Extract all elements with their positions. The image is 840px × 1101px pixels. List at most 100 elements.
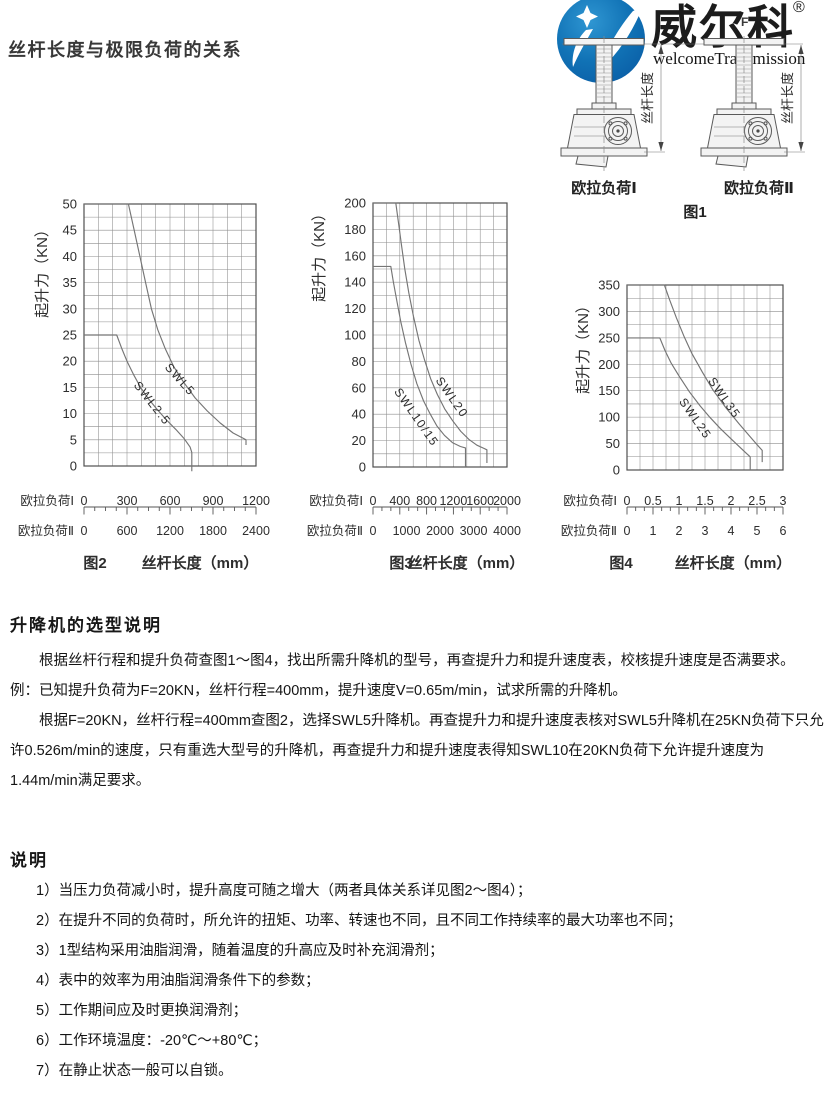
svg-text:丝杆长度（mm）: 丝杆长度（mm）: [142, 554, 259, 572]
svg-text:100: 100: [344, 328, 366, 343]
selection-paragraph-2: 例：已知提升负荷为F=20KN，丝杆行程=400mm，提升速度V=0.65m/m…: [10, 683, 627, 699]
screw-length-dim-label: 丝杆长度: [780, 72, 795, 124]
svg-text:0: 0: [81, 524, 88, 538]
svg-text:250: 250: [598, 330, 620, 345]
svg-text:1200: 1200: [242, 494, 270, 508]
note-item-1: 1）当压力负荷减小时，提升高度可随之增大（两者具体关系详见图2～图4）；: [36, 883, 532, 899]
svg-text:2.5: 2.5: [748, 494, 765, 508]
figures-layer: 丝杆长度 丝杆长度05101520253035404550起升力（KN）SWL5S…: [18, 36, 805, 573]
svg-text:60: 60: [352, 380, 366, 395]
svg-text:150: 150: [598, 383, 620, 398]
svg-text:丝杆长度（mm）: 丝杆长度（mm）: [675, 554, 792, 572]
svg-text:3000: 3000: [460, 524, 488, 538]
svg-text:2400: 2400: [242, 524, 270, 538]
euler-load-2-label: 欧拉负荷Ⅱ: [724, 180, 794, 197]
svg-text:900: 900: [203, 494, 224, 508]
svg-text:5: 5: [754, 524, 761, 538]
svg-text:0: 0: [359, 460, 366, 475]
svg-text:50: 50: [606, 436, 620, 451]
note-item-2: 2）在提升不同的负荷时，所允许的扭矩、功率、转速也不同，且不同工作持续率的最大功…: [36, 913, 683, 929]
svg-text:200: 200: [344, 196, 366, 211]
svg-text:欧拉负荷Ⅰ: 欧拉负荷Ⅰ: [563, 493, 617, 508]
svg-text:0: 0: [370, 524, 377, 538]
svg-text:2: 2: [676, 524, 683, 538]
svg-text:15: 15: [63, 380, 77, 395]
svg-text:20: 20: [352, 433, 366, 448]
svg-text:600: 600: [117, 524, 138, 538]
svg-text:25: 25: [63, 328, 77, 343]
chart-fig3: 0 20 40 60 80 100 120 140 160 180 200 起升力（KN） SWL20S…: [307, 196, 525, 573]
svg-text:SWL10/15: SWL10/15: [391, 385, 441, 449]
svg-text:35: 35: [63, 275, 77, 290]
svg-text:45: 45: [63, 223, 77, 238]
svg-text:欧拉负荷Ⅰ: 欧拉负荷Ⅰ: [309, 493, 363, 508]
figure1-caption: 图1: [683, 204, 707, 221]
svg-text:2000: 2000: [493, 494, 521, 508]
svg-text:SWL35: SWL35: [705, 375, 743, 421]
brand-logo-icon: [557, 0, 645, 83]
svg-text:0: 0: [70, 459, 77, 474]
brand-small-f: F: [741, 15, 749, 29]
svg-text:20: 20: [63, 354, 77, 369]
svg-text:3: 3: [780, 494, 787, 508]
svg-text:160: 160: [344, 248, 366, 263]
svg-text:图2: 图2: [83, 555, 106, 572]
svg-text:0: 0: [81, 494, 88, 508]
svg-text:起升力（KN）: 起升力（KN）: [311, 206, 328, 302]
svg-text:SWL2.5: SWL2.5: [131, 379, 174, 428]
svg-text:140: 140: [344, 275, 366, 290]
svg-text:40: 40: [352, 407, 366, 422]
svg-text:1.5: 1.5: [696, 494, 713, 508]
svg-text:0: 0: [624, 494, 631, 508]
svg-text:1600: 1600: [466, 494, 494, 508]
svg-text:80: 80: [352, 354, 366, 369]
svg-text:4: 4: [728, 524, 735, 538]
svg-text:400: 400: [389, 494, 410, 508]
svg-text:1200: 1200: [439, 494, 467, 508]
svg-text:10: 10: [63, 406, 77, 421]
svg-text:丝杆长度（mm）: 丝杆长度（mm）: [408, 554, 525, 572]
svg-text:图3: 图3: [389, 555, 412, 572]
svg-text:300: 300: [598, 304, 620, 319]
notes-heading: 说明: [10, 851, 48, 870]
svg-text:180: 180: [344, 222, 366, 237]
svg-text:4000: 4000: [493, 524, 521, 538]
note-item-3: 3）1型结构采用油脂润滑，随着温度的升高应及时补充润滑剂；: [36, 943, 444, 959]
registered-trademark-icon: ®: [793, 0, 805, 16]
svg-text:欧拉负荷Ⅱ: 欧拉负荷Ⅱ: [307, 523, 363, 538]
svg-text:300: 300: [117, 494, 138, 508]
note-item-5: 5）工作期间应及时更换润滑剂；: [36, 1003, 248, 1019]
svg-text:600: 600: [160, 494, 181, 508]
svg-text:SWL20: SWL20: [433, 374, 471, 420]
page-title: 丝杆长度与极限负荷的关系: [8, 40, 242, 60]
svg-text:350: 350: [598, 278, 620, 293]
svg-text:1: 1: [650, 524, 657, 538]
svg-text:120: 120: [344, 301, 366, 316]
selection-paragraph-3: 根据F=20KN，丝杆行程=400mm查图2，选择SWL5升降机。再查提升力和提…: [10, 713, 824, 789]
svg-text:800: 800: [416, 494, 437, 508]
svg-text:0.5: 0.5: [644, 494, 661, 508]
svg-text:图4: 图4: [609, 555, 633, 572]
svg-text:欧拉负荷Ⅱ: 欧拉负荷Ⅱ: [561, 523, 617, 538]
note-item-7: 7）在静止状态一般可以自锁。: [36, 1063, 233, 1079]
svg-text:6: 6: [780, 524, 787, 538]
svg-text:200: 200: [598, 357, 620, 372]
note-item-4: 4）表中的效率为用油脂润滑条件下的参数；: [36, 973, 320, 989]
svg-text:起升力（KN）: 起升力（KN）: [575, 298, 592, 394]
note-item-6: 6）工作环境温度：-20℃～+80℃；: [36, 1033, 268, 1049]
svg-text:0: 0: [370, 494, 377, 508]
svg-text:SWL25: SWL25: [676, 395, 714, 441]
euler-load-1-label: 欧拉负荷Ⅰ: [571, 180, 637, 197]
notes-list: 1）当压力负荷减小时，提升高度可随之增大（两者具体关系详见图2～图4）； 2）在…: [36, 876, 828, 1086]
selection-body: 根据丝杆行程和提升负荷查图1～图4，找出所需升降机的型号，再查提升力和提升速度表…: [10, 646, 828, 796]
svg-text:SWL5: SWL5: [162, 360, 198, 398]
svg-text:欧拉负荷Ⅰ: 欧拉负荷Ⅰ: [20, 493, 74, 508]
svg-text:100: 100: [598, 410, 620, 425]
selection-heading: 升降机的选型说明: [10, 616, 162, 635]
svg-text:1000: 1000: [393, 524, 421, 538]
svg-text:2000: 2000: [426, 524, 454, 538]
svg-text:50: 50: [63, 197, 77, 212]
svg-text:3: 3: [702, 524, 709, 538]
